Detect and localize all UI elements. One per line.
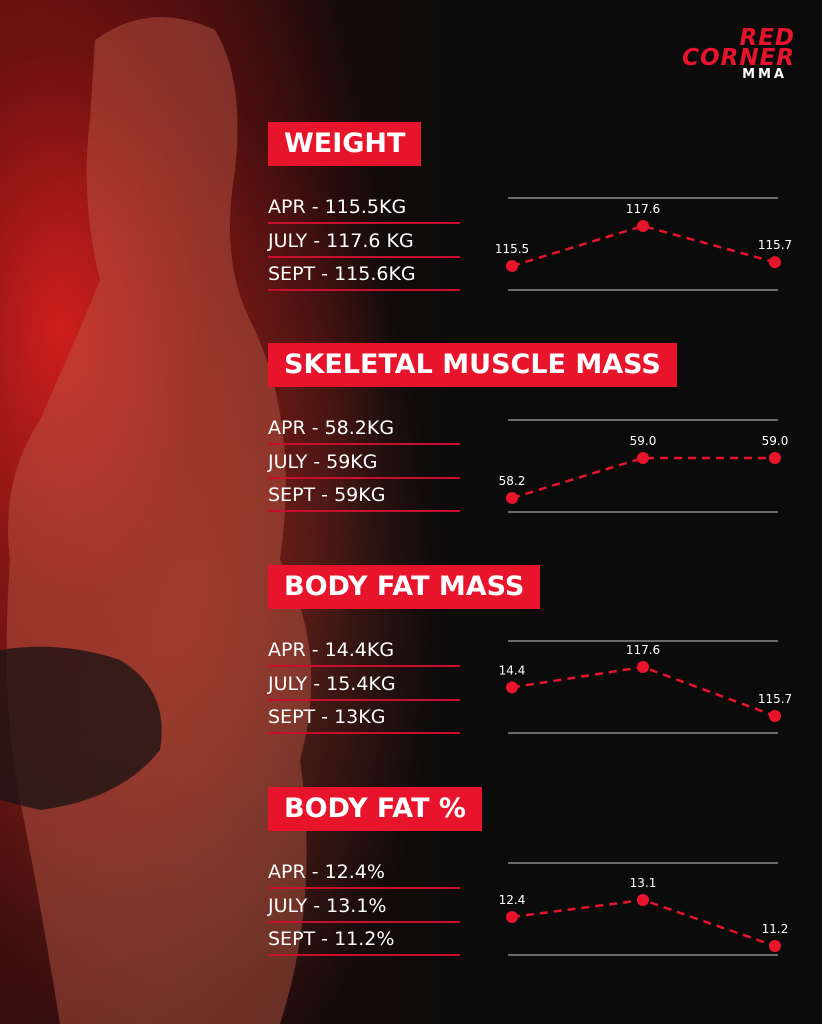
stat-row: JULY - 13.1%: [268, 891, 460, 923]
logo-line3: MMA: [742, 67, 787, 82]
stat-row: SEPT - 115.6KG: [268, 259, 460, 291]
data-label: 117.6: [626, 643, 660, 657]
data-label: 13.1: [630, 876, 657, 890]
data-label: 117.6: [626, 202, 660, 216]
data-point-sept: [769, 940, 781, 952]
stat-row: SEPT - 59KG: [268, 480, 460, 512]
data-label: 59.0: [630, 434, 657, 448]
data-label: 14.4: [499, 663, 526, 677]
stat-row: APR - 14.4KG: [268, 635, 460, 667]
section-title: BODY FAT MASS: [268, 565, 541, 609]
data-point-apr: [506, 492, 518, 504]
data-point-sept: [769, 452, 781, 464]
data-point-july: [637, 220, 649, 232]
series-line: [511, 456, 775, 500]
section-body-fat-percent: BODY FAT % APR - 12.4% JULY - 13.1% SEPT - …: [268, 787, 808, 987]
data-label: 11.2: [762, 922, 789, 936]
stat-row: APR - 58.2KG: [268, 413, 460, 445]
stat-row: JULY - 15.4KG: [268, 669, 460, 701]
section-title: BODY FAT %: [268, 787, 482, 831]
data-label: 12.4: [499, 893, 526, 907]
stat-row: SEPT - 13KG: [268, 702, 460, 734]
data-label: 115.7: [758, 692, 792, 706]
data-label: 58.2: [499, 474, 526, 488]
stat-row: JULY - 117.6 KG: [268, 226, 460, 258]
section-weight: WEIGHT APR - 115.5KG JULY - 117.6 KG SEPT -…: [268, 122, 808, 322]
series-line: [511, 665, 776, 718]
section-title: SKELETAL MUSCLE MASS: [268, 343, 677, 387]
data-point-july: [637, 452, 649, 464]
stat-row: APR - 115.5KG: [268, 192, 460, 224]
data-point-sept: [769, 256, 781, 269]
logo-line2: CORNER: [682, 45, 795, 71]
stat-row: APR - 12.4%: [268, 857, 460, 889]
data-point-apr: [506, 260, 518, 272]
series-line: [511, 224, 776, 268]
data-label: 115.7: [758, 238, 792, 252]
data-label: 115.5: [495, 242, 529, 256]
chart-skeletal-muscle-mass: 58.2 59.0 59.0: [499, 419, 789, 513]
chart-body-fat-percent: 12.4 13.1 11.2: [499, 862, 789, 956]
data-point-sept: [769, 710, 781, 722]
data-point-apr: [506, 910, 518, 923]
logo-line1: RED: [739, 25, 795, 51]
stat-row: JULY - 59KG: [268, 447, 460, 479]
data-point-apr: [506, 681, 518, 694]
fighter-photo: [0, 17, 312, 1024]
data-label: 59.0: [762, 434, 789, 448]
series-line: [511, 898, 776, 948]
chart-body-fat-mass: 14.4 117.6 115.7: [499, 640, 792, 734]
data-point-july: [637, 661, 649, 673]
stat-row: SEPT - 11.2%: [268, 924, 460, 956]
data-point-july: [637, 894, 649, 906]
chart-weight: 115.5 117.6 115.7: [495, 197, 792, 291]
section-body-fat-mass: BODY FAT MASS APR - 14.4KG JULY - 15.4KG SE…: [268, 565, 808, 765]
section-title: WEIGHT: [268, 122, 422, 166]
red-corner-mma-logo: RED CORNER MMA: [645, 25, 795, 82]
section-skeletal-muscle-mass: SKELETAL MUSCLE MASS APR - 58.2KG JULY - 5…: [268, 343, 808, 543]
